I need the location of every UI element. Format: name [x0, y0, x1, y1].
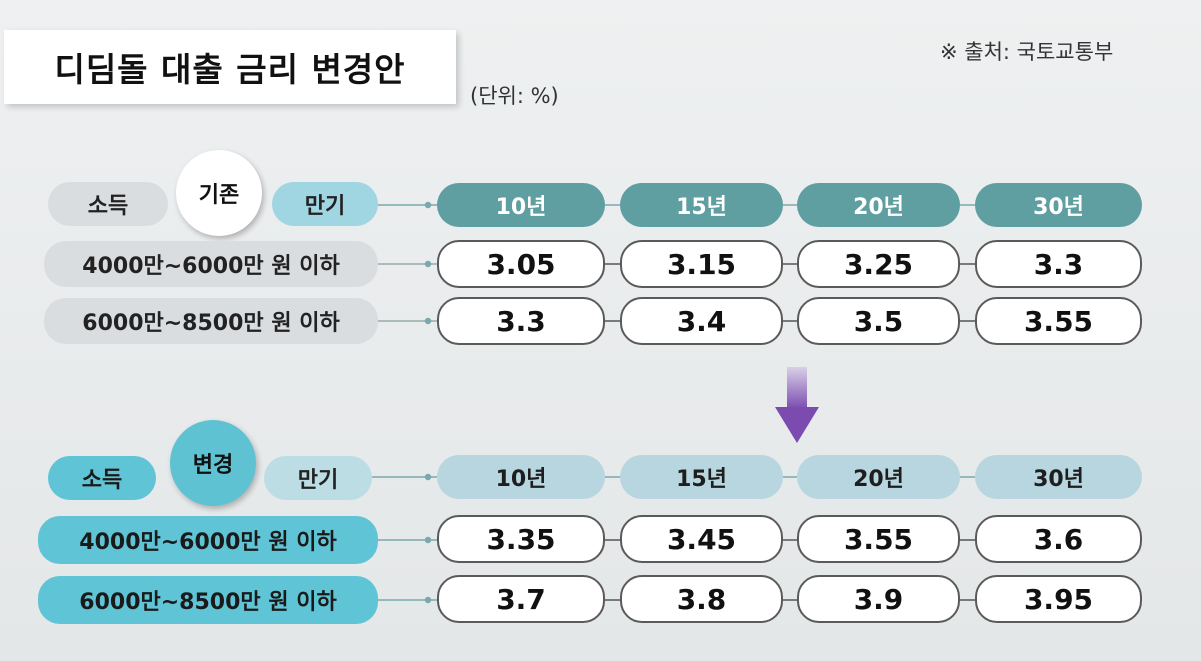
cell-new-r1-15y: 3.45 — [620, 515, 783, 563]
existing-badge: 기존 — [176, 150, 262, 236]
maturity-label: 만기 — [272, 182, 378, 226]
cell-new-r1-30y: 3.6 — [975, 515, 1142, 563]
row-label-new-income-2: 6000만~8500만 원 이하 — [38, 576, 378, 624]
col-header-new-30y: 30년 — [975, 455, 1142, 499]
maturity-label-new: 만기 — [264, 456, 372, 500]
title-box: 디딤돌 대출 금리 변경안 — [4, 30, 456, 104]
col-header-new-20y: 20년 — [797, 455, 960, 499]
col-header-15y: 15년 — [620, 183, 783, 227]
chart-title: 디딤돌 대출 금리 변경안 — [54, 50, 406, 89]
row-label-new-income-1: 4000만~6000만 원 이하 — [38, 516, 378, 564]
row-label-income-2: 6000만~8500만 원 이하 — [44, 298, 378, 344]
cell-existing-r1-20y: 3.25 — [797, 240, 960, 288]
cell-existing-r1-10y: 3.05 — [437, 240, 605, 288]
cell-existing-r1-30y: 3.3 — [975, 240, 1142, 288]
cell-existing-r1-15y: 3.15 — [620, 240, 783, 288]
row-label-income-1: 4000만~6000만 원 이하 — [44, 241, 378, 287]
down-arrow-icon — [775, 367, 819, 443]
cell-new-r1-10y: 3.35 — [437, 515, 605, 563]
cell-existing-r2-30y: 3.55 — [975, 297, 1142, 345]
col-header-10y: 10년 — [437, 183, 605, 227]
cell-new-r2-10y: 3.7 — [437, 575, 605, 623]
source-note: ※ 출처: 국토교통부 — [940, 40, 1114, 64]
col-header-20y: 20년 — [797, 183, 960, 227]
col-header-30y: 30년 — [975, 183, 1142, 227]
cell-new-r2-15y: 3.8 — [620, 575, 783, 623]
unit-note: (단위: %) — [470, 84, 559, 108]
changed-badge: 변경 — [170, 420, 256, 506]
col-header-new-10y: 10년 — [437, 455, 605, 499]
cell-existing-r2-15y: 3.4 — [620, 297, 783, 345]
cell-new-r2-30y: 3.95 — [975, 575, 1142, 623]
cell-existing-r2-20y: 3.5 — [797, 297, 960, 345]
cell-new-r2-20y: 3.9 — [797, 575, 960, 623]
income-label: 소득 — [48, 182, 168, 226]
col-header-new-15y: 15년 — [620, 455, 783, 499]
cell-new-r1-20y: 3.55 — [797, 515, 960, 563]
cell-existing-r2-10y: 3.3 — [437, 297, 605, 345]
income-label-new: 소득 — [48, 456, 156, 500]
